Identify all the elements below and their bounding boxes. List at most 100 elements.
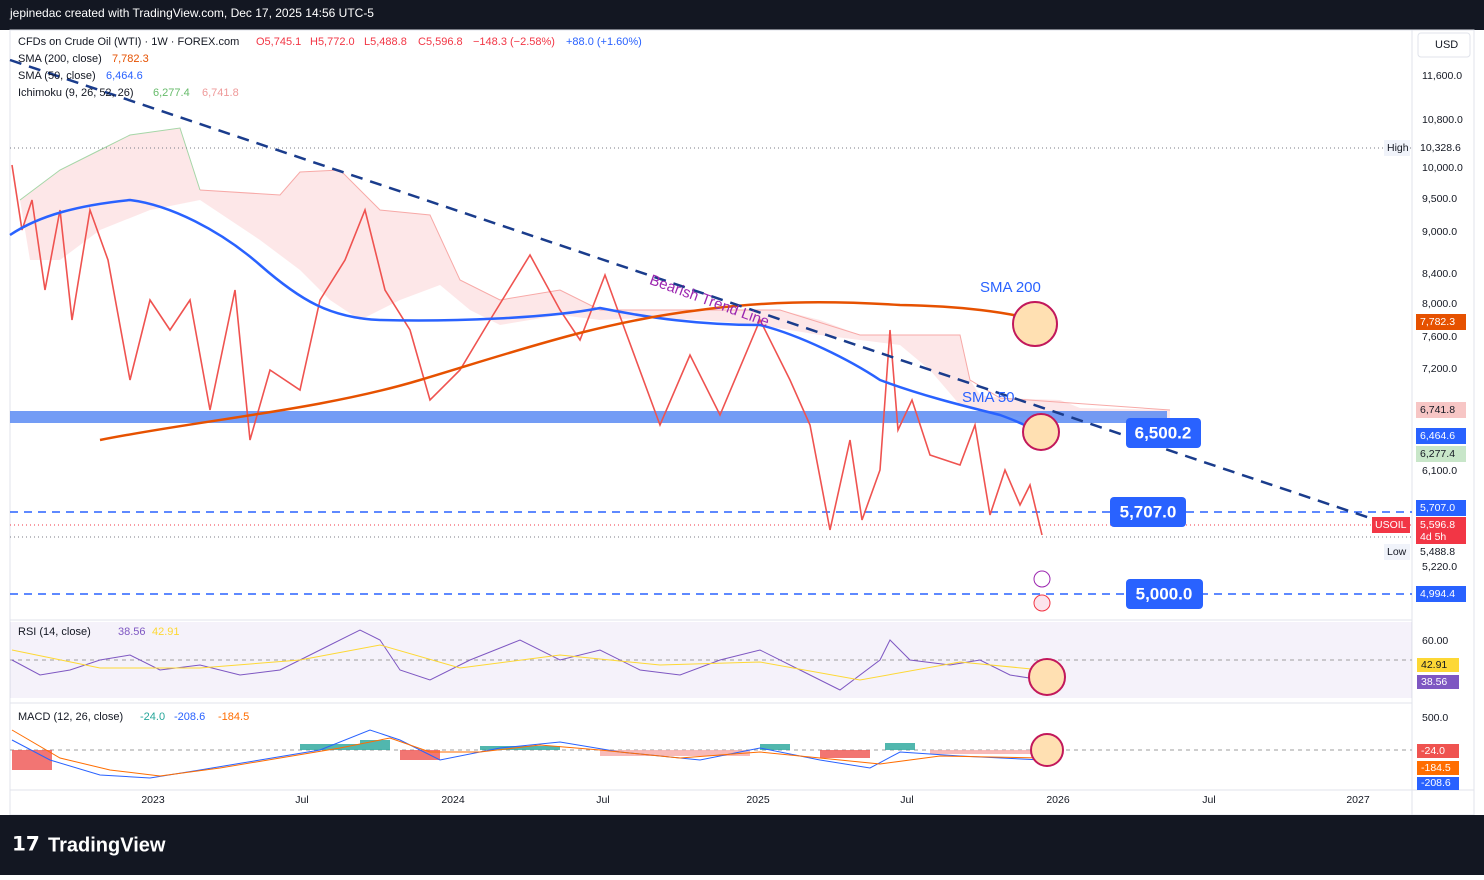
badge-tag — [1384, 544, 1410, 560]
badge-text: -24.0 — [1421, 745, 1445, 757]
event-icon — [1033, 570, 1051, 588]
badge-text: 38.56 — [1421, 676, 1447, 688]
badge — [1417, 675, 1459, 689]
highlight-circle — [1022, 413, 1060, 451]
legend-change: −148.3 (−2.58%) — [473, 36, 555, 48]
event-icon — [1033, 594, 1051, 612]
brand: TradingView — [48, 834, 166, 856]
macd-signal: -184.5 — [218, 711, 249, 723]
price-tick-label: 11,600.0 — [1422, 70, 1462, 82]
logo-mark: 𝟭𝟳 — [12, 833, 40, 855]
price-tick-label: 9,500.0 — [1422, 193, 1457, 205]
badge-text: -208.6 — [1421, 777, 1451, 789]
legend-ohlc: O5,745.1 — [256, 36, 301, 48]
legend-ohlc: C5,596.8 — [418, 36, 463, 48]
price-badge-text: 6,277.4 — [1420, 448, 1455, 460]
price-tick-label: 9,000.0 — [1422, 226, 1457, 238]
sma50-line — [9, 198, 1041, 434]
rsi-value: 38.56 — [118, 626, 146, 638]
price-badge-text: 10,328.6 — [1420, 142, 1461, 154]
annotation: 5,707.0 — [1120, 502, 1177, 521]
macd-line — [11, 729, 1043, 779]
countdown-box — [1416, 530, 1466, 544]
legend-after: +88.0 (+1.60%) — [566, 36, 642, 48]
time-tick-label: 2025 — [746, 794, 770, 806]
price-badge — [1416, 446, 1466, 462]
lead-line — [199, 169, 1171, 411]
annotation: 6,500.2 — [1135, 423, 1192, 442]
legend-ohlc: L5,488.8 — [364, 36, 407, 48]
currency: USD — [1435, 39, 1458, 51]
highlight-circle — [1030, 733, 1064, 767]
price-badge — [1416, 314, 1466, 330]
macd-name: MACD (12, 26, close) — [18, 711, 123, 723]
price-tick-label: 5,220.0 — [1422, 561, 1457, 573]
price-badge — [1416, 428, 1466, 444]
sma50-label: SMA 50 — [962, 389, 1015, 406]
time-tick-label: 2027 — [1346, 794, 1370, 806]
price-badge-text: 4,994.4 — [1420, 588, 1455, 600]
price-badge — [1416, 402, 1466, 418]
annotation: 5,000.0 — [1136, 584, 1193, 603]
top-bar — [0, 0, 1484, 30]
price-badge-text: 6,741.8 — [1420, 404, 1455, 416]
sma200-line — [99, 301, 1043, 442]
price-tick-label: 10,000.0 — [1422, 162, 1463, 174]
legend-sma50: SMA (50, close) — [18, 70, 96, 82]
badge-tag — [1372, 517, 1410, 533]
badge — [1417, 744, 1459, 758]
time-axis: 2023 Jul 2024 Jul 2025 Jul 2026 Jul 2027 — [141, 794, 1370, 806]
price-badge — [1416, 140, 1466, 156]
badge-tag-text: Low — [1387, 546, 1407, 558]
rsi-ma — [11, 644, 1043, 681]
badge — [1417, 777, 1459, 790]
legend-value: 6,277.4 — [153, 87, 190, 99]
time-tick-label: Jul — [1202, 794, 1215, 806]
signal-line — [11, 729, 1043, 777]
annotation-box — [1126, 418, 1201, 448]
rsi-line — [11, 629, 1043, 691]
time-tick-label: Jul — [295, 794, 308, 806]
legend-ichimoku: Ichimoku (9, 26, 52, 26) — [18, 87, 134, 99]
time-tick-label: Jul — [900, 794, 913, 806]
price-axis: 11,600.0 10,800.0 10,000.0 9,500.0 9,000.0 8,… — [1372, 70, 1466, 602]
macd-histogram — [12, 740, 1040, 770]
badge-tag-text: High — [1387, 142, 1409, 154]
credit: jepinedac created with TradingView.com, … — [9, 6, 374, 20]
legend-sma200: SMA (200, close) — [18, 53, 102, 65]
price-tick-label: 8,400.0 — [1422, 268, 1457, 280]
badge-tag — [1384, 140, 1410, 156]
time-tick-label: 2023 — [141, 794, 165, 806]
price-tick-label: 10,800.0 — [1422, 114, 1463, 126]
price-badge — [1416, 544, 1466, 560]
badge-tag-text: USOIL — [1375, 519, 1407, 531]
time-tick-label: 2026 — [1046, 794, 1070, 806]
legend-value: 7,782.3 — [112, 53, 149, 65]
rsi-axis: 60.00 — [1422, 635, 1448, 647]
lead-line — [19, 127, 201, 201]
price-badge-text: 5,488.8 — [1420, 546, 1455, 558]
footer — [0, 815, 1484, 875]
price-badge-text: 6,464.6 — [1420, 430, 1455, 442]
sma200-label: SMA 200 — [980, 279, 1041, 296]
macd-axis: 500.0 — [1422, 712, 1448, 724]
legend-value: 6,464.6 — [106, 70, 143, 82]
price-badge-text: 5,596.8 — [1420, 519, 1455, 531]
legend-symbol: CFDs on Crude Oil (WTI) · 1W · FOREX.com — [18, 36, 239, 48]
price-tick-label: 8,000.0 — [1422, 298, 1457, 310]
price-badge-text: 7,782.3 — [1420, 316, 1455, 328]
highlight-circle — [1012, 301, 1058, 347]
highlight-circle — [1028, 658, 1066, 696]
badge-text: 42.91 — [1421, 659, 1447, 671]
price-badge — [1416, 500, 1466, 516]
price-tick-label: 6,100.0 — [1422, 465, 1457, 477]
price-series — [11, 164, 1043, 536]
legend-ohlc: H5,772.0 — [310, 36, 355, 48]
price-tick-label: 7,600.0 — [1422, 331, 1457, 343]
badge — [1417, 658, 1459, 672]
resistance-zone — [10, 411, 1167, 423]
price-badge-text: 5,707.0 — [1420, 502, 1455, 514]
currency-box — [1417, 32, 1471, 58]
